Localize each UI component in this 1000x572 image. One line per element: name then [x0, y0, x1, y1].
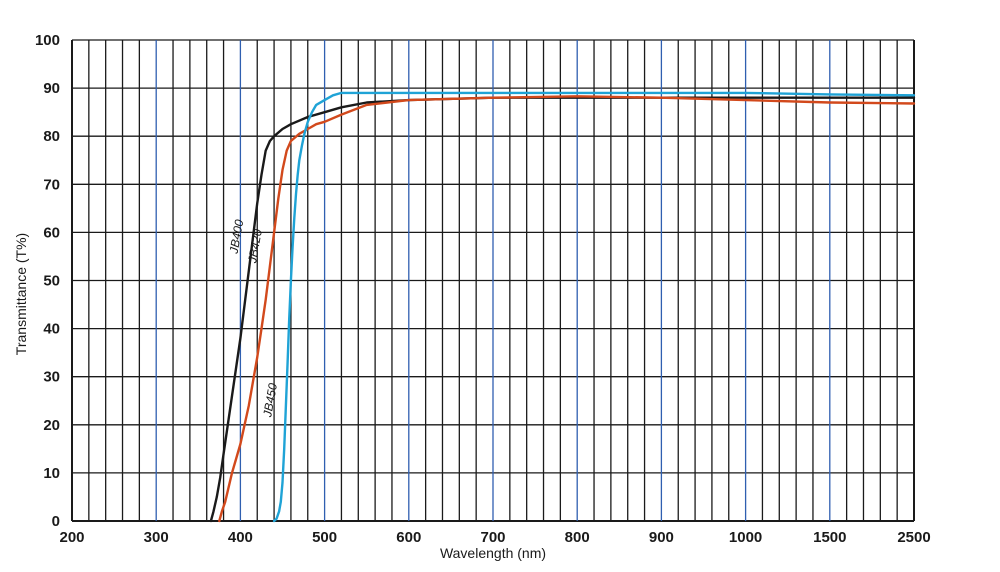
- x-tick-label: 700: [480, 529, 505, 546]
- y-axis-label: Transmittance (T%): [13, 233, 29, 355]
- curve-label-jb450: JB450: [260, 382, 280, 419]
- x-tick-label: 300: [144, 529, 169, 546]
- x-tick-label: 200: [59, 529, 84, 546]
- y-tick-label: 40: [43, 321, 60, 338]
- y-tick-label: 100: [35, 32, 60, 49]
- y-tick-label: 30: [43, 369, 60, 386]
- y-tick-label: 20: [43, 417, 60, 434]
- x-tick-labels: 200 300 400 500 600 700 800 900 1000 1500 2500: [59, 529, 930, 546]
- y-tick-label: 80: [43, 128, 60, 145]
- curve-label-jb400: JB400: [226, 218, 246, 255]
- y-tick-label: 70: [43, 176, 60, 193]
- x-tick-label: 800: [565, 529, 590, 546]
- x-tick-label: 1000: [729, 529, 762, 546]
- x-tick-label: 400: [228, 529, 253, 546]
- y-tick-label: 60: [43, 224, 60, 241]
- x-axis-label: Wavelength (nm): [440, 545, 546, 561]
- y-tick-label: 50: [43, 273, 60, 290]
- series-line-jb400: [209, 96, 916, 523]
- y-tick-labels: 0 10 20 30 40 50 60 70 80 90 100: [35, 32, 60, 530]
- x-tick-label: 2500: [897, 529, 930, 546]
- x-tick-label: 900: [649, 529, 674, 546]
- y-tick-label: 10: [43, 465, 60, 482]
- curve-label-jb420: JB420: [245, 228, 265, 265]
- grid: [71, 39, 915, 522]
- y-tick-label: 0: [52, 513, 60, 530]
- curves: [209, 91, 916, 523]
- x-tick-label: 500: [312, 529, 337, 546]
- x-tick-label: 600: [396, 529, 421, 546]
- y-tick-label: 90: [43, 80, 60, 97]
- x-tick-label: 1500: [813, 529, 846, 546]
- series-line-jb420: [218, 95, 916, 523]
- series-line-jb450: [272, 91, 916, 523]
